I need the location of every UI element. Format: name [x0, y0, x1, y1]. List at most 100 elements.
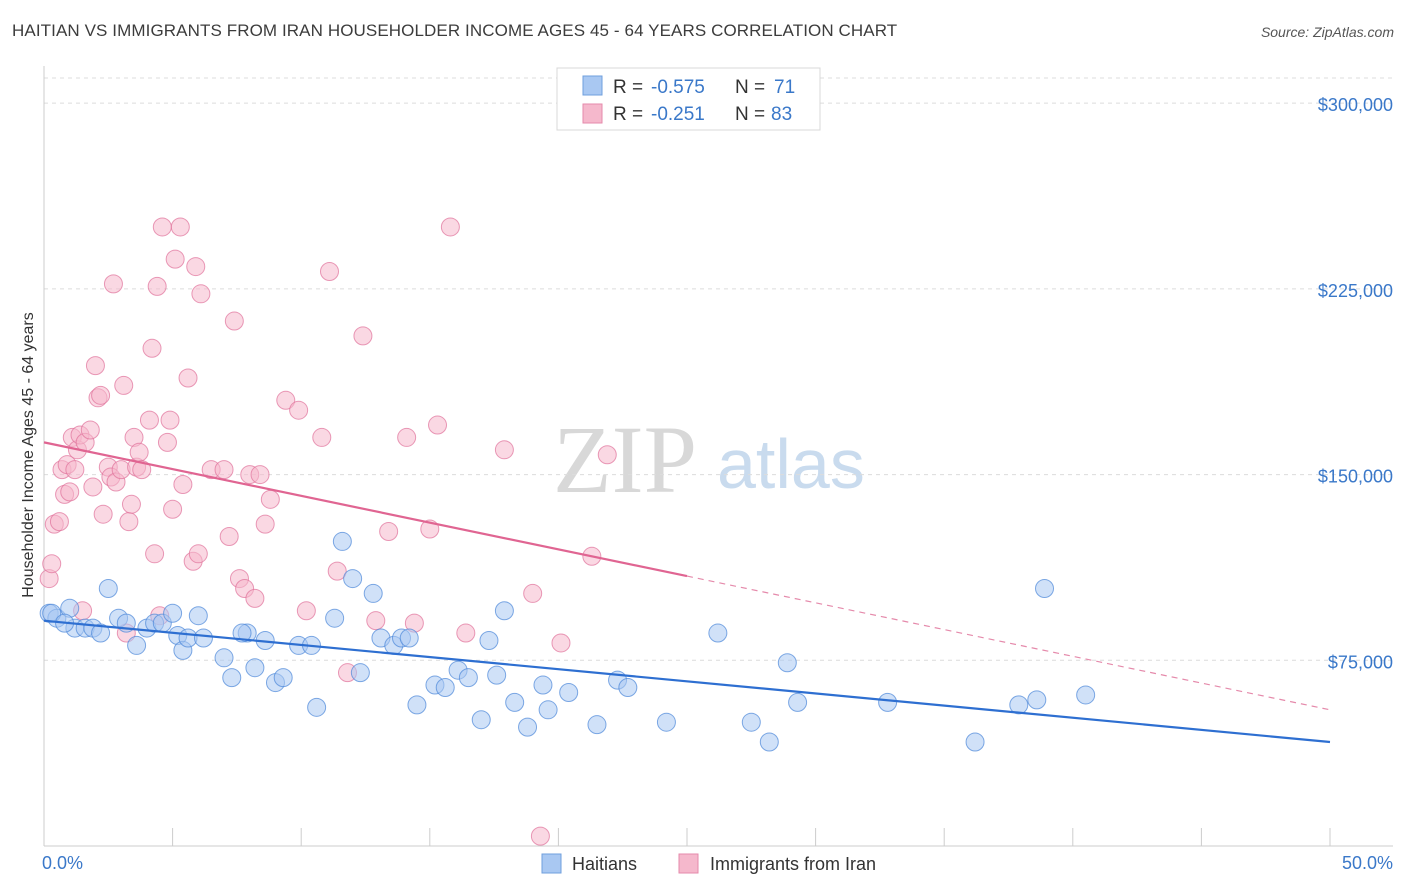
iran-point	[312, 427, 332, 447]
iran-point	[186, 257, 206, 277]
haitian-point	[1009, 695, 1029, 715]
iran-point	[145, 544, 165, 564]
iran-point	[245, 588, 265, 608]
haitian-point	[127, 635, 147, 655]
haitian-point	[788, 692, 808, 712]
haitian-point	[759, 732, 779, 752]
iran-point	[289, 400, 309, 420]
haitian-point	[407, 695, 427, 715]
bottom-legend: Haitians Immigrants from Iran	[541, 853, 876, 874]
iran-point	[191, 284, 211, 304]
iran-point	[440, 217, 460, 237]
iran-point	[428, 415, 448, 435]
top-legend: R = -0.575 N = 71 R = -0.251 N = 83	[556, 67, 821, 131]
haitian-point	[538, 700, 558, 720]
haitian-point	[188, 606, 208, 626]
bottom-legend-swatch-iran	[678, 853, 699, 874]
iran-point	[160, 410, 180, 430]
x-tick-max: 50.0%	[1342, 853, 1393, 873]
iran-point	[152, 217, 172, 237]
iran-point	[121, 494, 141, 514]
bottom-legend-iran: Immigrants from Iran	[710, 854, 876, 874]
iran-point	[139, 410, 159, 430]
iran-point	[147, 276, 167, 296]
iran-point	[93, 504, 113, 524]
iran-point	[250, 465, 270, 485]
legend-n-value-1: 71	[774, 77, 795, 98]
iran-point	[65, 460, 85, 480]
watermark-atlas: atlas	[717, 425, 865, 503]
iran-points	[39, 217, 617, 846]
haitian-point	[494, 601, 514, 621]
iran-point	[188, 544, 208, 564]
haitian-point	[350, 663, 370, 683]
y-tick-label-2: $225,000	[1318, 281, 1393, 301]
iran-point	[178, 368, 198, 388]
source-credit: Source: ZipAtlas.com	[1260, 24, 1394, 40]
haitian-point	[559, 682, 579, 702]
watermark-zip: ZIP	[553, 406, 697, 513]
haitian-point	[708, 623, 728, 643]
haitian-point	[232, 623, 252, 643]
iran-point	[173, 474, 193, 494]
haitian-point	[533, 675, 553, 695]
iran-point	[224, 311, 244, 331]
haitian-point	[487, 665, 507, 685]
haitian-point	[656, 712, 676, 732]
trend-lines	[43, 441, 1331, 744]
iran-point	[83, 477, 103, 497]
legend-n-label-2: N =	[735, 104, 765, 125]
iran-point	[49, 512, 69, 532]
haitian-point	[307, 697, 327, 717]
iran-trend-line	[43, 441, 688, 578]
iran-point	[114, 375, 134, 395]
axes	[43, 66, 1393, 847]
haitian-point	[325, 608, 345, 628]
haitian-point	[193, 628, 213, 648]
iran-point	[85, 356, 105, 376]
iran-point	[165, 249, 185, 269]
legend-r-value-1: -0.575	[651, 77, 705, 98]
haitian-point	[1027, 690, 1047, 710]
haitian-point	[587, 715, 607, 735]
haitian-point	[91, 623, 111, 643]
haitian-point	[878, 692, 898, 712]
haitian-point	[1076, 685, 1096, 705]
haitian-point	[332, 531, 352, 551]
iran-point	[157, 432, 177, 452]
legend-n-label-1: N =	[735, 77, 765, 98]
iran-point	[319, 262, 339, 282]
iran-point	[296, 601, 316, 621]
iran-point	[255, 514, 275, 534]
watermark: ZIP atlas	[553, 406, 865, 513]
x-tick-min: 0.0%	[42, 853, 83, 873]
iran-point	[327, 561, 347, 581]
legend-swatch-haitians	[582, 75, 603, 96]
haitian-point	[214, 648, 234, 668]
iran-point	[276, 390, 296, 410]
haitian-point	[163, 603, 183, 623]
haitian-point	[518, 717, 538, 737]
iran-point	[214, 460, 234, 480]
haitian-point	[741, 712, 761, 732]
iran-point	[42, 554, 62, 574]
iran-point	[456, 623, 476, 643]
chart-title: HAITIAN VS IMMIGRANTS FROM IRAN HOUSEHOL…	[12, 21, 898, 40]
iran-point	[132, 460, 152, 480]
legend-n-value-2: 83	[771, 104, 792, 125]
haitian-point	[363, 583, 383, 603]
iran-point	[523, 583, 543, 603]
haitian-point	[965, 732, 985, 752]
iran-point	[597, 445, 617, 465]
legend-r-label-1: R =	[613, 77, 643, 98]
legend-r-value-2: -0.251	[651, 104, 705, 125]
iran-point	[530, 826, 550, 846]
iran-point	[91, 385, 111, 405]
iran-point	[60, 482, 80, 502]
legend-r-label-2: R =	[613, 104, 643, 125]
haitian-point	[222, 668, 242, 688]
iran-point	[397, 427, 417, 447]
haitian-point	[343, 569, 363, 589]
iran-point	[142, 338, 162, 358]
